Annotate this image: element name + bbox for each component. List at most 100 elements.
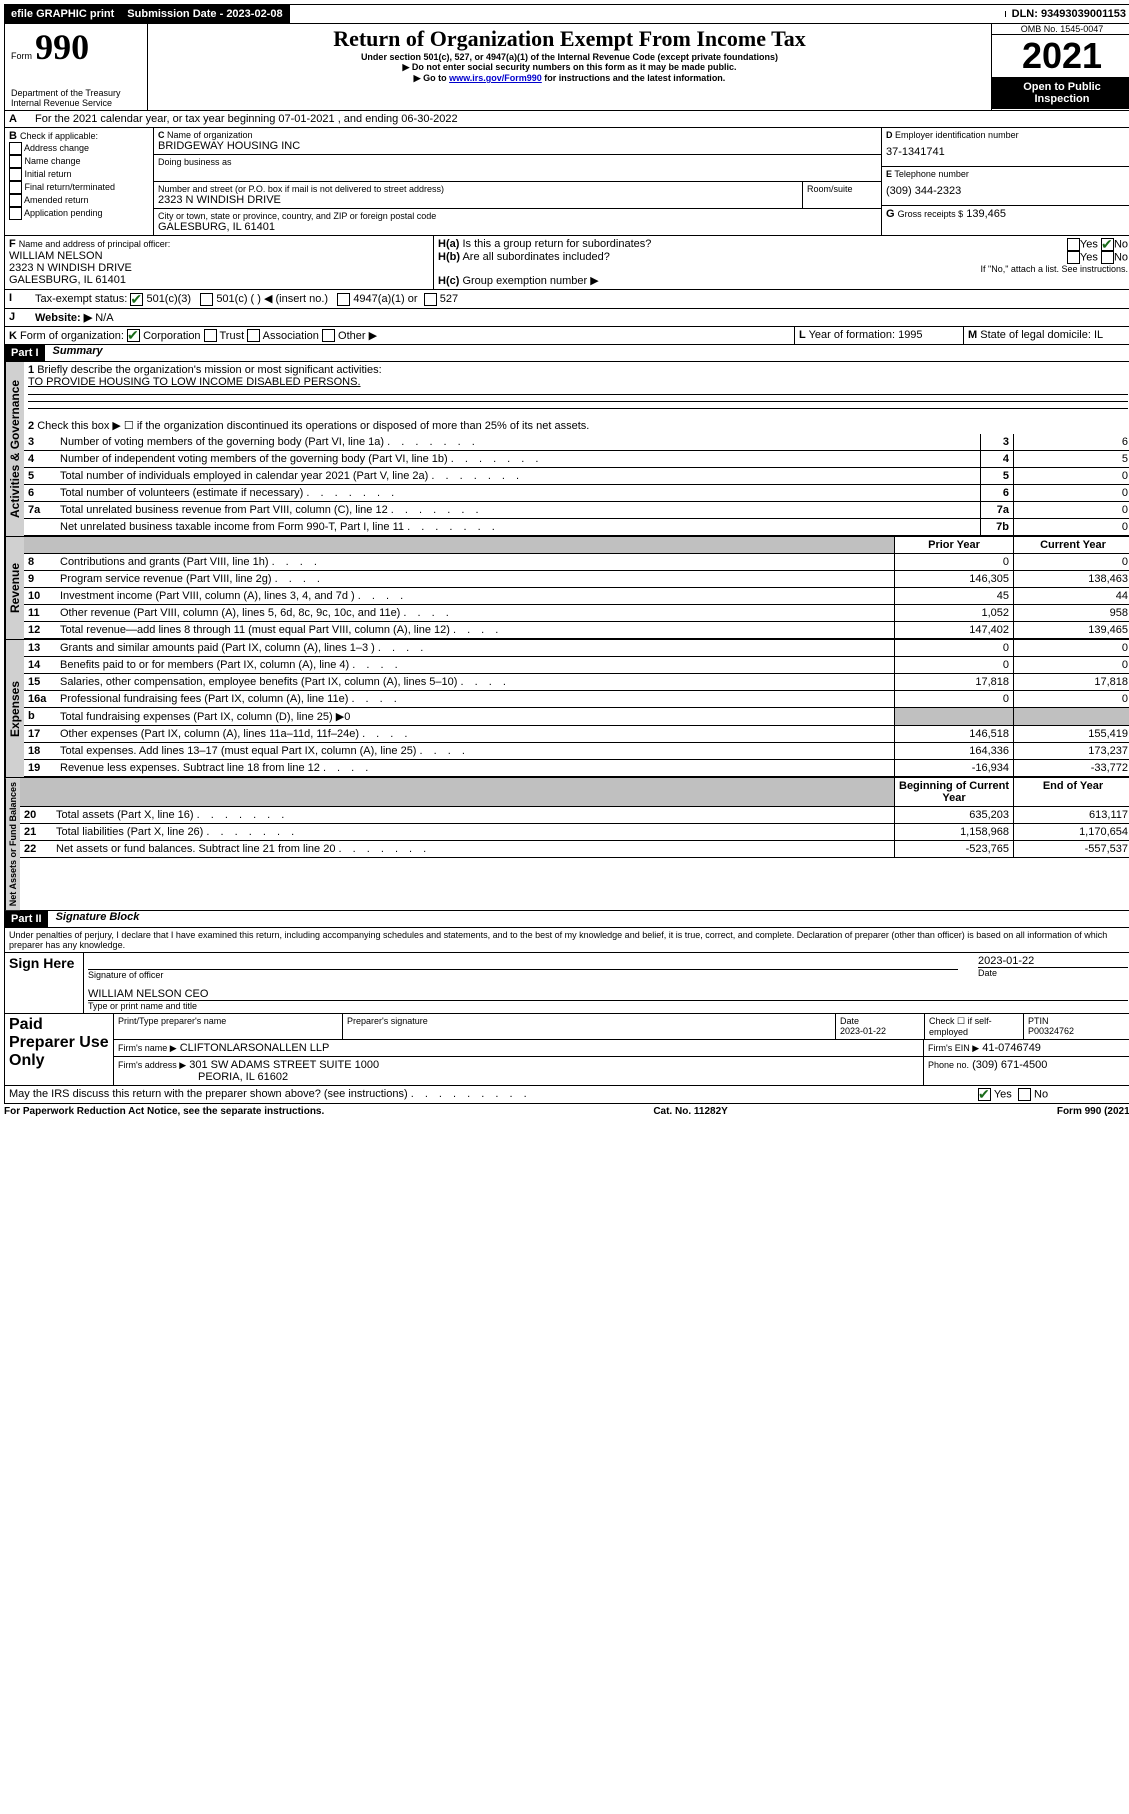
section-h: H(a) Is this a group return for subordin… xyxy=(434,236,1129,289)
table-row: 14Benefits paid to or for members (Part … xyxy=(24,657,1129,674)
firm-ein: 41-0746749 xyxy=(982,1042,1041,1054)
org-name: BRIDGEWAY HOUSING INC xyxy=(158,140,877,152)
discuss-no-checkbox[interactable] xyxy=(1018,1088,1031,1101)
omb-number: OMB No. 1545-0047 xyxy=(992,24,1129,35)
applicable-checkbox[interactable] xyxy=(9,194,22,207)
form-header: Form 990 Department of the Treasury Inte… xyxy=(4,24,1129,111)
table-row: 7aTotal unrelated business revenue from … xyxy=(24,502,1129,519)
form-ref: Form 990 (2021) xyxy=(1057,1106,1129,1117)
top-bar: efile GRAPHIC print Submission Date - 20… xyxy=(4,4,1129,24)
section-deg: D Employer identification number 37-1341… xyxy=(881,128,1129,235)
table-row: 22Net assets or fund balances. Subtract … xyxy=(20,841,1129,858)
spacer xyxy=(290,11,1006,17)
part2-header-row: Part II Signature Block xyxy=(4,911,1129,928)
ein: 37-1341741 xyxy=(886,140,1128,164)
line-i: I Tax-exempt status: 501(c)(3) 501(c) ( … xyxy=(4,290,1129,309)
revenue-block: Revenue Prior YearCurrent Year 8Contribu… xyxy=(4,537,1129,640)
vlabel-revenue: Revenue xyxy=(5,537,24,639)
ha-yes-checkbox[interactable] xyxy=(1067,238,1080,251)
applicable-checkbox[interactable] xyxy=(9,207,22,220)
firm-name: CLIFTONLARSONALLEN LLP xyxy=(180,1042,330,1054)
note-link: ▶ Go to www.irs.gov/Form990 for instruct… xyxy=(154,73,985,84)
table-row: 13Grants and similar amounts paid (Part … xyxy=(24,640,1129,657)
website: N/A xyxy=(95,312,113,324)
section-b: B Check if applicable: Address change Na… xyxy=(5,128,154,235)
table-row: 17Other expenses (Part IX, column (A), l… xyxy=(24,726,1129,743)
501c3-checkbox[interactable] xyxy=(130,293,143,306)
corp-checkbox[interactable] xyxy=(127,329,140,342)
vlabel-netassets: Net Assets or Fund Balances xyxy=(5,778,20,910)
irs-link[interactable]: www.irs.gov/Form990 xyxy=(449,73,542,83)
table-row: 8Contributions and grants (Part VIII, li… xyxy=(24,554,1129,571)
checkbox-item: Final return/terminated xyxy=(9,181,149,194)
checkbox-item: Initial return xyxy=(9,168,149,181)
hb-no-checkbox[interactable] xyxy=(1101,251,1114,264)
line-j: J Website: ▶ N/A xyxy=(4,309,1129,327)
table-row: 20Total assets (Part X, line 16) . . . .… xyxy=(20,807,1129,824)
line-a: A For the 2021 calendar year, or tax yea… xyxy=(4,111,1129,128)
perjury-text: Under penalties of perjury, I declare th… xyxy=(4,928,1129,953)
part1-body: Activities & Governance 1 Briefly descri… xyxy=(4,362,1129,537)
tax-year: 2021 xyxy=(992,35,1129,77)
note-ssn: ▶ Do not enter social security numbers o… xyxy=(154,62,985,73)
table-row: 18Total expenses. Add lines 13–17 (must … xyxy=(24,743,1129,760)
line-a-text: For the 2021 calendar year, or tax year … xyxy=(31,111,462,127)
page-footer: For Paperwork Reduction Act Notice, see … xyxy=(4,1104,1129,1117)
checkbox-item: Address change xyxy=(9,142,149,155)
part1-badge: Part I xyxy=(5,345,45,361)
table-row: 10Investment income (Part VIII, column (… xyxy=(24,588,1129,605)
applicable-checkbox[interactable] xyxy=(9,168,22,181)
trust-checkbox[interactable] xyxy=(204,329,217,342)
table-row: 6Total number of volunteers (estimate if… xyxy=(24,485,1129,502)
org-city: GALESBURG, IL 61401 xyxy=(158,221,877,233)
paid-preparer-block: Paid Preparer Use Only Print/Type prepar… xyxy=(4,1014,1129,1086)
firm-address: 301 SW ADAMS STREET SUITE 1000 xyxy=(189,1059,379,1071)
other-checkbox[interactable] xyxy=(322,329,335,342)
part1-title: Summary xyxy=(45,345,103,361)
discuss-yes-checkbox[interactable] xyxy=(978,1088,991,1101)
netassets-block: Net Assets or Fund Balances Beginning of… xyxy=(4,778,1129,911)
applicable-checkbox[interactable] xyxy=(9,142,22,155)
ha-no-checkbox[interactable] xyxy=(1101,238,1114,251)
governance-table: 3Number of voting members of the governi… xyxy=(24,434,1129,536)
dept-treasury: Department of the Treasury Internal Reve… xyxy=(11,88,141,108)
sig-date: 2023-01-22 xyxy=(978,955,1128,967)
assoc-checkbox[interactable] xyxy=(247,329,260,342)
bcdefg-block: B Check if applicable: Address change Na… xyxy=(4,128,1129,236)
sign-here-block: Sign Here Signature of officer 2023-01-2… xyxy=(4,953,1129,1014)
table-row: 19Revenue less expenses. Subtract line 1… xyxy=(24,760,1129,777)
fh-block: F Name and address of principal officer:… xyxy=(4,236,1129,290)
form-number: 990 xyxy=(35,27,89,67)
efile-print-button[interactable]: efile GRAPHIC print xyxy=(5,5,121,23)
submission-date-button[interactable]: Submission Date - 2023-02-08 xyxy=(121,5,289,23)
section-c: C Name of organization BRIDGEWAY HOUSING… xyxy=(154,128,881,235)
checkbox-item: Name change xyxy=(9,155,149,168)
applicable-checkbox[interactable] xyxy=(9,155,22,168)
4947-checkbox[interactable] xyxy=(337,293,350,306)
checkbox-item: Amended return xyxy=(9,194,149,207)
dln-label: DLN: 93493039001153 xyxy=(1006,5,1129,23)
expenses-table: 13Grants and similar amounts paid (Part … xyxy=(24,640,1129,777)
year-box: OMB No. 1545-0047 2021 Open to Public In… xyxy=(991,24,1129,110)
gross-receipts: 139,465 xyxy=(966,208,1006,220)
table-row: 11Other revenue (Part VIII, column (A), … xyxy=(24,605,1129,622)
hb-yes-checkbox[interactable] xyxy=(1067,251,1080,264)
table-row: 21Total liabilities (Part X, line 26) . … xyxy=(20,824,1129,841)
form-subtitle: Under section 501(c), 527, or 4947(a)(1)… xyxy=(154,52,985,62)
checkbox-item: Application pending xyxy=(9,207,149,220)
pra-notice: For Paperwork Reduction Act Notice, see … xyxy=(4,1106,324,1117)
table-row: 16aProfessional fundraising fees (Part I… xyxy=(24,691,1129,708)
revenue-table: Prior YearCurrent Year 8Contributions an… xyxy=(24,537,1129,639)
paid-preparer-label: Paid Preparer Use Only xyxy=(5,1014,114,1085)
table-row: 4Number of independent voting members of… xyxy=(24,451,1129,468)
527-checkbox[interactable] xyxy=(424,293,437,306)
table-row: 5Total number of individuals employed in… xyxy=(24,468,1129,485)
table-row: Net unrelated business taxable income fr… xyxy=(24,519,1129,536)
discuss-row: May the IRS discuss this return with the… xyxy=(4,1086,1129,1104)
date-label: Date xyxy=(978,967,1128,978)
expenses-block: Expenses 13Grants and similar amounts pa… xyxy=(4,640,1129,778)
mission-text: TO PROVIDE HOUSING TO LOW INCOME DISABLE… xyxy=(28,376,361,388)
501c-checkbox[interactable] xyxy=(200,293,213,306)
form-label: Form xyxy=(11,51,32,61)
applicable-checkbox[interactable] xyxy=(9,181,22,194)
